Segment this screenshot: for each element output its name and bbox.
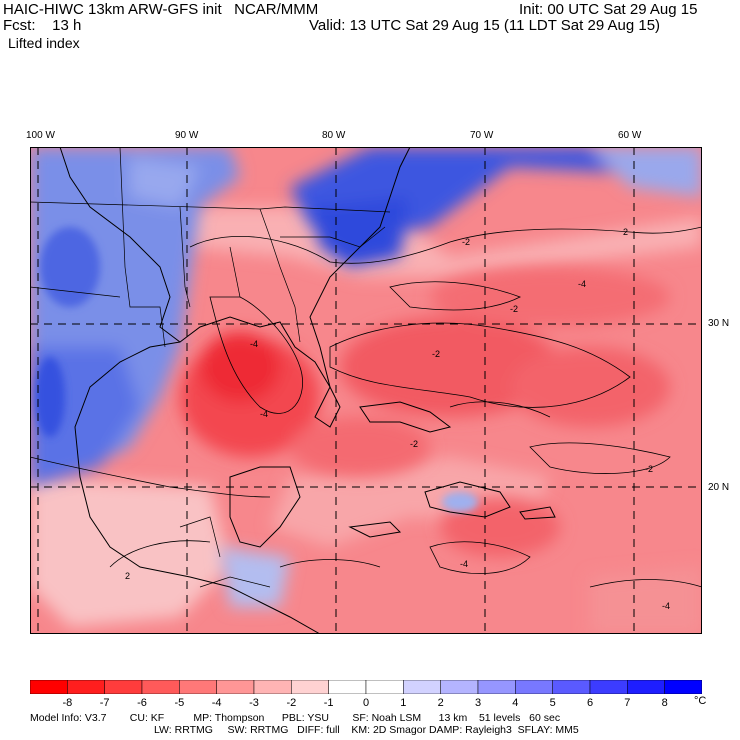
contour-label: -2: [432, 349, 440, 359]
forecast-hour: Fcst: 13 h: [3, 17, 82, 34]
contour-label: -2: [510, 304, 518, 314]
legend-swatch: [104, 680, 143, 694]
color-legend: [30, 680, 702, 694]
lon-label-80w: 80 W: [322, 130, 346, 141]
field-cool-small: [35, 227, 478, 512]
contours: [30, 226, 702, 588]
legend-tick-label: 4: [512, 697, 519, 709]
contour-label: -4: [662, 601, 670, 611]
legend-tick-label: 1: [400, 697, 407, 709]
model-info-line2: LW: RRTMG SW: RRTMG DIFF: full KM: 2D Sm…: [154, 724, 579, 736]
legend-tick-label: -7: [99, 697, 110, 709]
legend-tick-label: 7: [624, 697, 631, 709]
legend-swatch: [440, 680, 479, 694]
legend-swatch: [141, 680, 180, 694]
legend-tick-label: 6: [586, 697, 594, 709]
lat-label-20n: 20 N: [708, 482, 730, 493]
political-boundaries: [30, 147, 391, 588]
field-light-warm: [30, 207, 702, 634]
contour-label: -4: [578, 279, 586, 289]
legend-swatch: [179, 680, 217, 694]
legend-swatch: [515, 680, 553, 694]
legend-tick-label: -3: [249, 697, 259, 709]
legend-swatch: [30, 680, 68, 694]
legend-tick-label: 3: [474, 697, 482, 709]
lat-label-30n: 30 N: [708, 318, 730, 329]
legend-swatch: [627, 680, 665, 694]
legend-swatch: [328, 680, 367, 694]
legend-tick-label: -1: [323, 697, 334, 709]
model-title: HAIC-HIWC 13km ARW-GFS init NCAR/MMM: [3, 1, 319, 18]
contour-label: 2: [125, 571, 130, 581]
legend-swatch: [291, 680, 329, 694]
model-info-line1: Model Info: V3.7 CU: KF MP: Thompson PBL…: [30, 712, 561, 724]
legend-tick-label: -4: [211, 697, 222, 709]
lon-label-70w: 70 W: [470, 130, 494, 141]
init-time: Init: 00 UTC Sat 29 Aug 15: [519, 1, 698, 18]
map-frame: [30, 147, 702, 634]
legend-tick-label: 5: [549, 697, 556, 709]
legend-tick-label: -6: [137, 697, 147, 709]
legend-swatch: [477, 680, 516, 694]
legend-tick-label: -5: [174, 697, 185, 709]
contour-labels: 2 -2 -2 -4 -2 -4 -4 2 -2 -4 -4 -2: [125, 227, 670, 611]
legend-tick-label: 8: [661, 697, 668, 709]
contour-label: -4: [250, 339, 258, 349]
contour-label: -2: [410, 439, 418, 449]
contour-label: -4: [260, 409, 268, 419]
latlon-grid: [30, 147, 702, 634]
legend-swatch: [216, 680, 255, 694]
contour-label: -2: [462, 237, 470, 247]
legend-swatch: [253, 680, 292, 694]
lon-label-60w: 60 W: [618, 130, 642, 141]
lon-label-90w: 90 W: [175, 130, 199, 141]
legend-tick-label: 0: [362, 697, 370, 709]
legend-swatch: [664, 680, 702, 694]
lifted-index-map: 2 -2 -2 -4 -2 -4 -4 2 -2 -4 -4 -2: [30, 147, 702, 634]
legend-swatch: [589, 680, 628, 694]
legend-tick-label: 2: [437, 697, 444, 709]
legend-swatch: [67, 680, 105, 694]
valid-time: Valid: 13 UTC Sat 29 Aug 15 (11 LDT Sat …: [309, 17, 661, 34]
legend-swatch: [365, 680, 404, 694]
legend-swatch: [403, 680, 441, 694]
contour-label: -2: [645, 464, 653, 474]
field-name: Lifted index: [8, 35, 80, 51]
field-cool: [30, 147, 702, 607]
contour-label: 2: [623, 227, 628, 237]
legend-unit: °C: [694, 695, 707, 707]
legend-swatch: [552, 680, 591, 694]
lon-label-100w: 100 W: [26, 130, 55, 141]
contour-label: -4: [460, 559, 468, 569]
field-warm-cores: [180, 267, 670, 557]
legend-tick-label: -8: [62, 697, 73, 709]
legend-tick-label: -2: [286, 697, 297, 709]
